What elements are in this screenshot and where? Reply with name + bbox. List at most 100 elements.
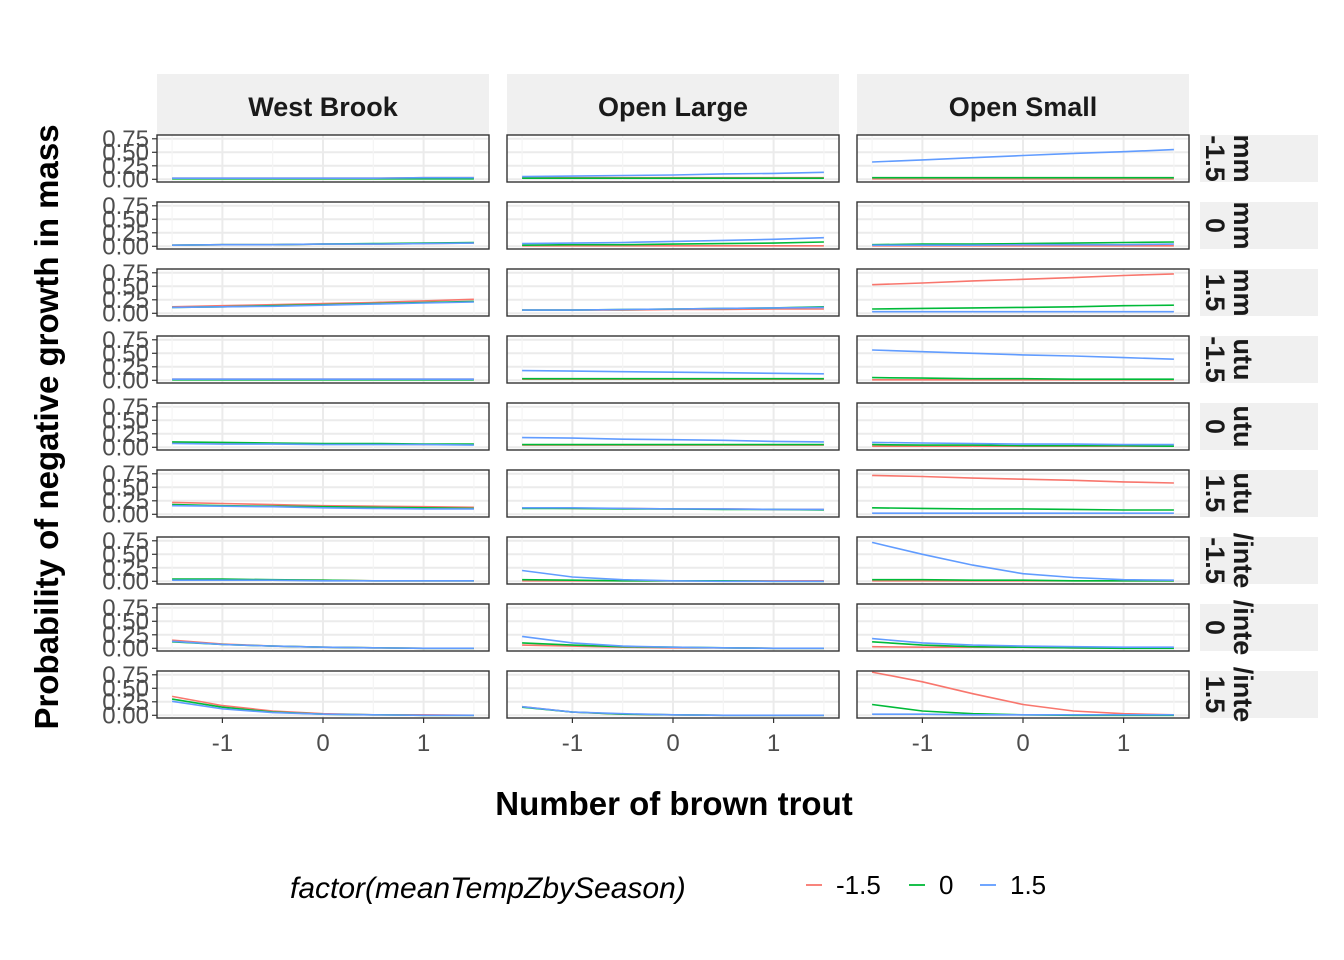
facet-panel bbox=[506, 335, 840, 384]
panel-border bbox=[506, 134, 840, 183]
panel-border bbox=[856, 603, 1190, 652]
row-strip bbox=[1200, 537, 1318, 584]
row-strip-season: utu bbox=[1228, 406, 1258, 448]
facet-panel bbox=[156, 335, 490, 384]
row-strip-season: /inte bbox=[1228, 533, 1258, 589]
series-line bbox=[522, 241, 824, 246]
series-line bbox=[521, 635, 824, 650]
y-tick-labels: 0.000.250.500.750.000.250.500.750.000.25… bbox=[102, 126, 157, 729]
series-line bbox=[872, 637, 1174, 649]
facet-panel bbox=[156, 670, 490, 719]
y-tick-label: 0.75 bbox=[102, 662, 149, 689]
row-strip-value: 0 bbox=[1200, 620, 1230, 635]
panel-border bbox=[156, 603, 490, 652]
facet-panel bbox=[856, 603, 1190, 652]
panel-border bbox=[506, 469, 840, 518]
row-strip bbox=[1200, 202, 1318, 249]
row-strip bbox=[1200, 604, 1318, 651]
y-tick-label: 0.00 bbox=[102, 233, 149, 260]
series-line bbox=[872, 148, 1174, 163]
series-line bbox=[872, 349, 1174, 360]
row-strip-value: -1.5 bbox=[1200, 537, 1230, 584]
panel-border bbox=[856, 268, 1190, 317]
series-line bbox=[872, 273, 1174, 286]
series-line bbox=[522, 369, 824, 375]
x-axis-title: Number of brown trout bbox=[495, 785, 852, 822]
series-line bbox=[172, 579, 474, 582]
series-line bbox=[871, 541, 1174, 581]
y-tick-label: 0.75 bbox=[102, 260, 149, 287]
y-tick-label: 0.50 bbox=[102, 139, 149, 166]
row-strips: -1.5mm0mm1.5mm-1.5utu0utu1.5utu-1.5/inte… bbox=[1200, 134, 1318, 722]
row-strip-season: mm bbox=[1228, 134, 1258, 182]
y-tick-label: 0.50 bbox=[102, 541, 149, 568]
facet-panel bbox=[506, 134, 840, 183]
series-line bbox=[172, 176, 474, 179]
facet-panel bbox=[856, 670, 1190, 719]
panel-border bbox=[856, 201, 1190, 250]
series-line bbox=[872, 641, 1174, 650]
y-tick-label: 0.25 bbox=[102, 220, 149, 247]
y-tick-label: 0.50 bbox=[102, 340, 149, 367]
x-tick-label: -1 bbox=[562, 730, 583, 757]
row-strip bbox=[1200, 269, 1318, 316]
series-line bbox=[521, 569, 824, 583]
panel-border bbox=[856, 402, 1190, 451]
facet-panel bbox=[506, 402, 840, 451]
row-strip-value: -1.5 bbox=[1200, 336, 1230, 383]
y-tick-label: 0.75 bbox=[102, 595, 149, 622]
facet-panel bbox=[856, 469, 1190, 518]
facet-panel bbox=[856, 268, 1190, 317]
series-line bbox=[522, 171, 824, 178]
column-strips: West Brook Open Large Open Small bbox=[157, 74, 1189, 135]
panel-border bbox=[856, 536, 1190, 585]
y-tick-label: 0.50 bbox=[102, 675, 149, 702]
y-tick-label: 0.00 bbox=[102, 300, 149, 327]
y-tick-label: 0.75 bbox=[102, 461, 149, 488]
x-tick-label: 0 bbox=[316, 730, 329, 757]
panel-border bbox=[156, 335, 490, 384]
y-axis-title: Probability of negative growth in mass bbox=[28, 124, 65, 729]
y-tick-label: 0.25 bbox=[102, 689, 149, 716]
column-strip bbox=[157, 74, 489, 135]
panel-border bbox=[856, 134, 1190, 183]
row-strip-season: mm bbox=[1228, 201, 1258, 249]
facet-panel bbox=[506, 603, 840, 652]
facet-panel bbox=[856, 536, 1190, 585]
x-tick-label: -1 bbox=[212, 730, 233, 757]
x-tick-label: 1 bbox=[767, 730, 780, 757]
x-tick-label: 0 bbox=[666, 730, 679, 757]
y-tick-label: 0.25 bbox=[102, 354, 149, 381]
panel-border bbox=[506, 402, 840, 451]
y-tick-label: 0.25 bbox=[102, 287, 149, 314]
facet-panel bbox=[156, 536, 490, 585]
row-strip bbox=[1200, 403, 1318, 450]
row-strip-season: mm bbox=[1228, 268, 1258, 316]
facet-panel bbox=[856, 402, 1190, 451]
series-line bbox=[872, 241, 1174, 246]
x-tick-labels: -1 0 1 -1 0 1 -1 0 1 bbox=[212, 718, 1130, 757]
series-line bbox=[872, 713, 1174, 716]
facet-panel bbox=[506, 469, 840, 518]
facet-panel bbox=[156, 268, 490, 317]
column-strip-label: West Brook bbox=[248, 92, 399, 122]
panel-border bbox=[156, 402, 490, 451]
y-tick-label: 0.00 bbox=[102, 702, 149, 729]
row-strip-season: utu bbox=[1228, 473, 1258, 515]
series-line bbox=[522, 436, 824, 443]
panel-border bbox=[156, 268, 490, 317]
column-strip bbox=[507, 74, 839, 135]
facet-panel bbox=[856, 335, 1190, 384]
row-strip-value: 0 bbox=[1200, 419, 1230, 434]
row-strip bbox=[1200, 336, 1318, 383]
panel-border bbox=[506, 603, 840, 652]
series-line bbox=[522, 306, 824, 311]
panel-border bbox=[506, 335, 840, 384]
series-line bbox=[171, 700, 474, 717]
legend: factor(meanTempZbySeason) -1.5 0 1.5 bbox=[290, 870, 1046, 905]
panel-border bbox=[506, 201, 840, 250]
facet-panel bbox=[506, 201, 840, 250]
y-tick-label: 0.00 bbox=[102, 568, 149, 595]
row-strip-value: 1.5 bbox=[1200, 676, 1230, 714]
